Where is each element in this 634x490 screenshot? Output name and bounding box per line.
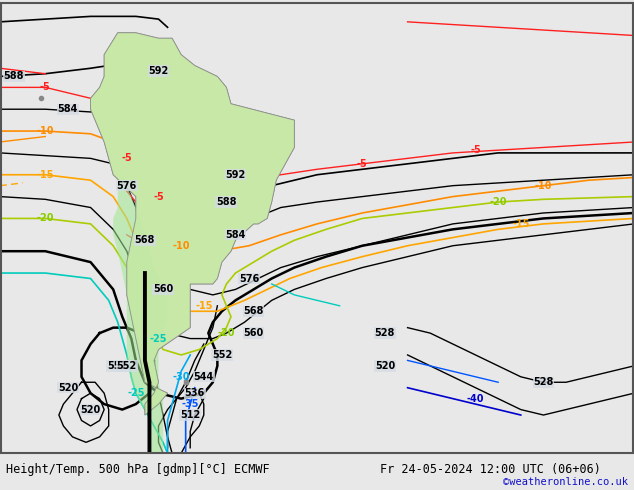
Text: 560: 560 — [153, 284, 173, 294]
Text: Fr 24-05-2024 12:00 UTC (06+06): Fr 24-05-2024 12:00 UTC (06+06) — [380, 463, 601, 476]
Text: 520: 520 — [375, 361, 395, 371]
Text: -5: -5 — [122, 153, 132, 163]
Text: 520: 520 — [81, 405, 101, 415]
Text: 560: 560 — [243, 328, 264, 338]
Polygon shape — [91, 33, 294, 415]
Text: 528: 528 — [375, 328, 395, 338]
Text: -20: -20 — [489, 197, 507, 207]
Text: -35: -35 — [181, 399, 199, 409]
Text: 584: 584 — [58, 104, 78, 114]
Text: 576: 576 — [239, 273, 259, 284]
Text: Height/Temp. 500 hPa [gdmp][°C] ECMWF: Height/Temp. 500 hPa [gdmp][°C] ECMWF — [6, 463, 270, 476]
Text: -30: -30 — [172, 372, 190, 382]
Text: -40: -40 — [467, 393, 484, 404]
Text: -15: -15 — [37, 170, 54, 180]
Text: -10: -10 — [37, 126, 54, 136]
Text: 512: 512 — [180, 410, 200, 420]
Polygon shape — [91, 33, 294, 415]
Text: -25: -25 — [127, 388, 145, 398]
Text: 544: 544 — [193, 372, 214, 382]
Polygon shape — [113, 175, 167, 453]
Text: 576: 576 — [117, 181, 137, 191]
Text: 552: 552 — [117, 361, 137, 371]
Text: -20: -20 — [217, 328, 235, 338]
Text: -5: -5 — [153, 192, 164, 201]
Text: ©weatheronline.co.uk: ©weatheronline.co.uk — [503, 477, 628, 487]
Text: 592: 592 — [225, 170, 245, 180]
Text: -15: -15 — [512, 219, 529, 229]
Text: -5: -5 — [357, 159, 368, 169]
Text: 584: 584 — [225, 230, 245, 240]
Text: 592: 592 — [148, 66, 169, 76]
Text: 520: 520 — [58, 383, 78, 392]
Text: -10: -10 — [172, 241, 190, 251]
Text: 568: 568 — [243, 306, 264, 316]
Text: 588: 588 — [3, 72, 24, 81]
Text: 536: 536 — [184, 388, 205, 398]
Text: -5: -5 — [40, 82, 51, 93]
Text: -25: -25 — [150, 334, 167, 343]
Text: 528: 528 — [533, 377, 553, 387]
Text: 568: 568 — [135, 235, 155, 245]
Text: 588: 588 — [216, 197, 236, 207]
Text: 552: 552 — [108, 361, 128, 371]
Text: -15: -15 — [195, 301, 212, 311]
Text: -20: -20 — [37, 214, 54, 223]
Text: 552: 552 — [212, 350, 232, 360]
Text: -10: -10 — [534, 181, 552, 191]
Text: -5: -5 — [470, 145, 481, 155]
